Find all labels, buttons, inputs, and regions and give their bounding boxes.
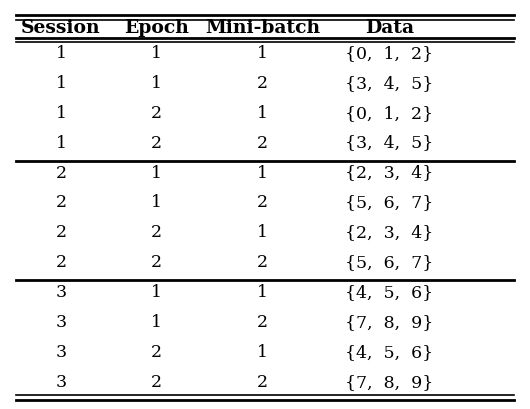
Text: 1: 1 <box>257 224 268 241</box>
Text: 1: 1 <box>56 134 66 151</box>
Text: {5,  6,  7}: {5, 6, 7} <box>346 194 434 211</box>
Text: 1: 1 <box>151 313 162 330</box>
Text: 2: 2 <box>257 254 268 271</box>
Text: 2: 2 <box>257 134 268 151</box>
Text: 2: 2 <box>151 134 162 151</box>
Text: 1: 1 <box>257 164 268 181</box>
Text: {7,  8,  9}: {7, 8, 9} <box>346 313 434 330</box>
Text: 1: 1 <box>151 74 162 92</box>
Text: {2,  3,  4}: {2, 3, 4} <box>346 164 434 181</box>
Text: 2: 2 <box>151 254 162 271</box>
Text: {4,  5,  6}: {4, 5, 6} <box>346 283 434 301</box>
Text: {3,  4,  5}: {3, 4, 5} <box>346 134 434 151</box>
Text: 2: 2 <box>151 104 162 121</box>
Text: {0,  1,  2}: {0, 1, 2} <box>346 45 434 62</box>
Text: Data: Data <box>365 19 414 36</box>
Text: 1: 1 <box>151 283 162 301</box>
Text: 2: 2 <box>56 194 66 211</box>
Text: {2,  3,  4}: {2, 3, 4} <box>346 224 434 241</box>
Text: {3,  4,  5}: {3, 4, 5} <box>346 74 434 92</box>
Text: {4,  5,  6}: {4, 5, 6} <box>346 343 434 360</box>
Text: Session: Session <box>21 19 101 36</box>
Text: 3: 3 <box>56 313 66 330</box>
Text: 1: 1 <box>151 45 162 62</box>
Text: 3: 3 <box>56 373 66 390</box>
Text: 1: 1 <box>151 164 162 181</box>
Text: 1: 1 <box>257 283 268 301</box>
Text: 1: 1 <box>56 74 66 92</box>
Text: 1: 1 <box>151 194 162 211</box>
Text: 1: 1 <box>56 104 66 121</box>
Text: {5,  6,  7}: {5, 6, 7} <box>346 254 434 271</box>
Text: 2: 2 <box>56 254 66 271</box>
Text: 1: 1 <box>257 104 268 121</box>
Text: 2: 2 <box>257 74 268 92</box>
Text: 2: 2 <box>151 373 162 390</box>
Text: {0,  1,  2}: {0, 1, 2} <box>346 104 434 121</box>
Text: 3: 3 <box>56 343 66 360</box>
Text: 2: 2 <box>257 194 268 211</box>
Text: 1: 1 <box>257 343 268 360</box>
Text: 2: 2 <box>56 164 66 181</box>
Text: 2: 2 <box>151 343 162 360</box>
Text: 1: 1 <box>257 45 268 62</box>
Text: 2: 2 <box>257 313 268 330</box>
Text: 2: 2 <box>56 224 66 241</box>
Text: {7,  8,  9}: {7, 8, 9} <box>346 373 434 390</box>
Text: Epoch: Epoch <box>124 19 189 36</box>
Text: 1: 1 <box>56 45 66 62</box>
Text: 2: 2 <box>257 373 268 390</box>
Text: 2: 2 <box>151 224 162 241</box>
Text: 3: 3 <box>56 283 66 301</box>
Text: Mini-batch: Mini-batch <box>205 19 320 36</box>
